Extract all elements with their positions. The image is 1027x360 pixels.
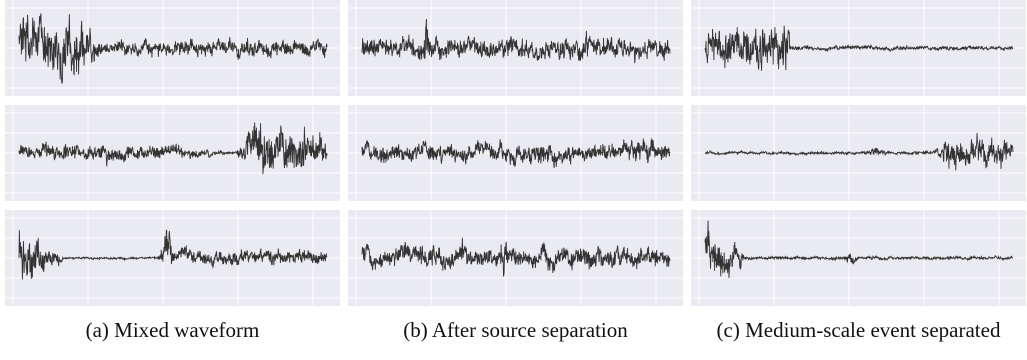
subplot-c-2 bbox=[691, 105, 1026, 201]
subplot-a-2 bbox=[5, 105, 340, 201]
waveform-plot bbox=[348, 210, 683, 306]
waveform-line bbox=[361, 138, 671, 169]
subplot-b-1 bbox=[348, 0, 683, 96]
waveform-plot bbox=[5, 105, 340, 201]
waveform-plot bbox=[5, 210, 340, 306]
waveform-line bbox=[18, 13, 328, 84]
waveform-line bbox=[704, 25, 1014, 71]
subplot-c-3 bbox=[691, 210, 1026, 306]
waveform-plot bbox=[5, 0, 340, 96]
waveform-line bbox=[18, 122, 328, 175]
panel-a: (a) Mixed waveform bbox=[5, 0, 340, 360]
subplot-b-2 bbox=[348, 105, 683, 201]
subplot-a-1 bbox=[5, 0, 340, 96]
subplot-c-1 bbox=[691, 0, 1026, 96]
caption-b: (b) After source separation bbox=[403, 318, 628, 342]
subplot-a-3 bbox=[5, 210, 340, 306]
waveform-line bbox=[361, 237, 671, 277]
waveform-plot bbox=[691, 105, 1026, 201]
caption-c: (c) Medium-scale event separated bbox=[716, 318, 1001, 342]
panel-c: (c) Medium-scale event separated bbox=[691, 0, 1026, 360]
waveform-plot bbox=[691, 0, 1026, 96]
waveform-plot bbox=[348, 105, 683, 201]
caption-a: (a) Mixed waveform bbox=[85, 318, 260, 342]
waveform-line bbox=[18, 229, 328, 280]
waveform-line bbox=[704, 220, 1014, 279]
waveform-line bbox=[361, 18, 671, 64]
subplot-b-3 bbox=[348, 210, 683, 306]
waveform-line bbox=[704, 132, 1014, 171]
panel-b: (b) After source separation bbox=[348, 0, 683, 360]
waveform-plot bbox=[348, 0, 683, 96]
waveform-plot bbox=[691, 210, 1026, 306]
